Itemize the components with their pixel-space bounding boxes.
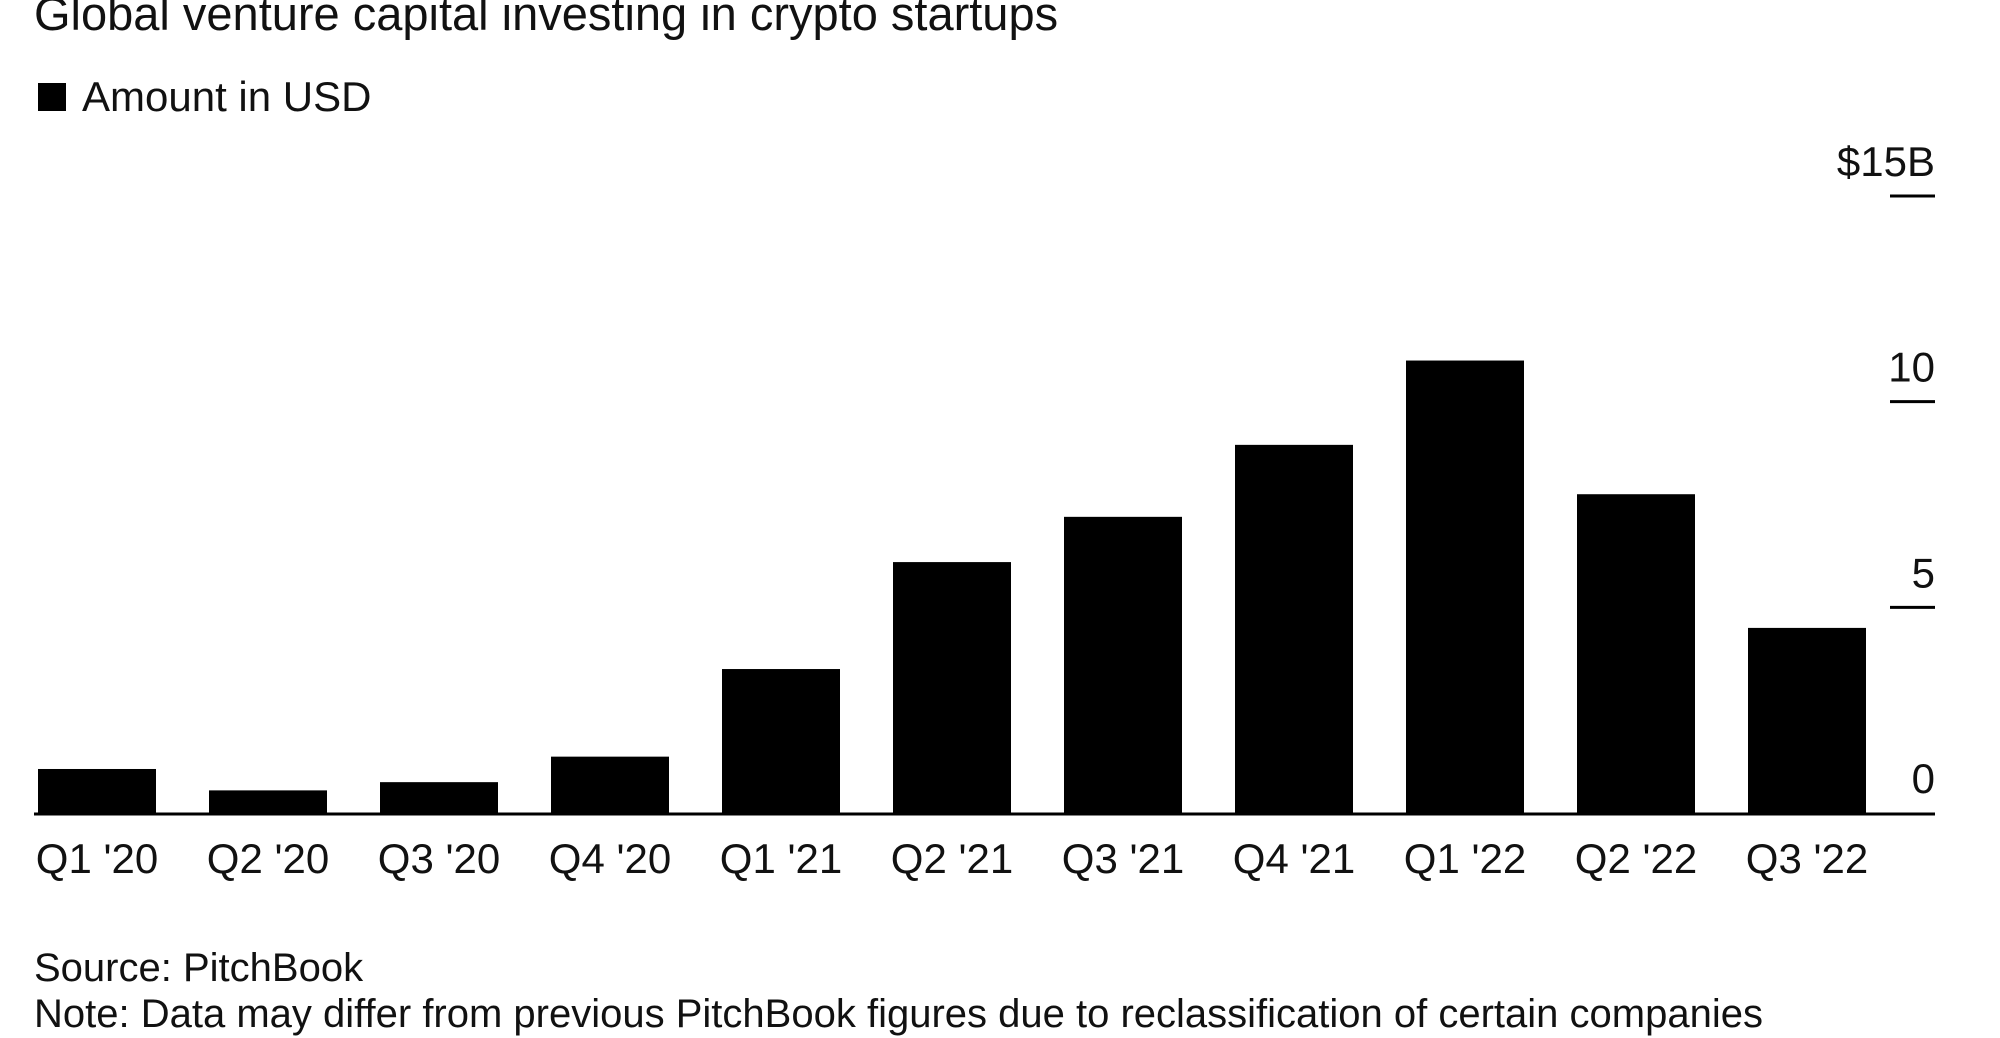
x-tick-label: Q4 '20 (549, 835, 671, 882)
y-tick-label: 10 (1888, 344, 1935, 391)
bar-q2-20 (209, 790, 327, 813)
x-tick-label: Q3 '20 (378, 835, 500, 882)
x-tick-label: Q3 '22 (1746, 835, 1868, 882)
x-tick-label: Q1 '22 (1404, 835, 1526, 882)
x-tick-label: Q1 '21 (720, 835, 842, 882)
bar-q3-22 (1748, 627, 1866, 813)
x-tick-label: Q2 '20 (207, 835, 329, 882)
y-tick-label: $15B (1837, 138, 1935, 185)
bar-q1-20 (38, 768, 156, 813)
bar-q2-22 (1577, 494, 1695, 813)
chart-title: Global venture capital investing in cryp… (34, 0, 1059, 40)
x-tick-label: Q3 '21 (1062, 835, 1184, 882)
bar-q3-21 (1064, 516, 1182, 813)
x-tick-label: Q4 '21 (1233, 835, 1355, 882)
x-tick-label: Q2 '22 (1575, 835, 1697, 882)
x-tick-label: Q2 '21 (891, 835, 1013, 882)
y-tick-label: 0 (1912, 755, 1935, 802)
y-tick-label: 5 (1912, 549, 1935, 596)
legend-label: Amount in USD (82, 73, 372, 120)
bar-q1-22 (1406, 360, 1524, 813)
source-text: Source: PitchBook (34, 946, 364, 990)
bar-q4-20 (551, 756, 669, 813)
bar-chart: Q1 '20 Q2 '20 Q3 '20 Q4 '20 Q1 '21 Q2 '21 Q3 '… (34, 138, 1935, 882)
bar-q2-21 (893, 562, 1011, 813)
legend-swatch (38, 83, 66, 111)
x-tick-label: Q1 '20 (36, 835, 158, 882)
bar-q4-21 (1235, 444, 1353, 813)
bar-q1-21 (722, 669, 840, 813)
legend: Amount in USD (38, 72, 371, 122)
note-text: Note: Data may differ from previous Pitc… (34, 992, 1763, 1036)
bar-q3-20 (380, 782, 498, 813)
